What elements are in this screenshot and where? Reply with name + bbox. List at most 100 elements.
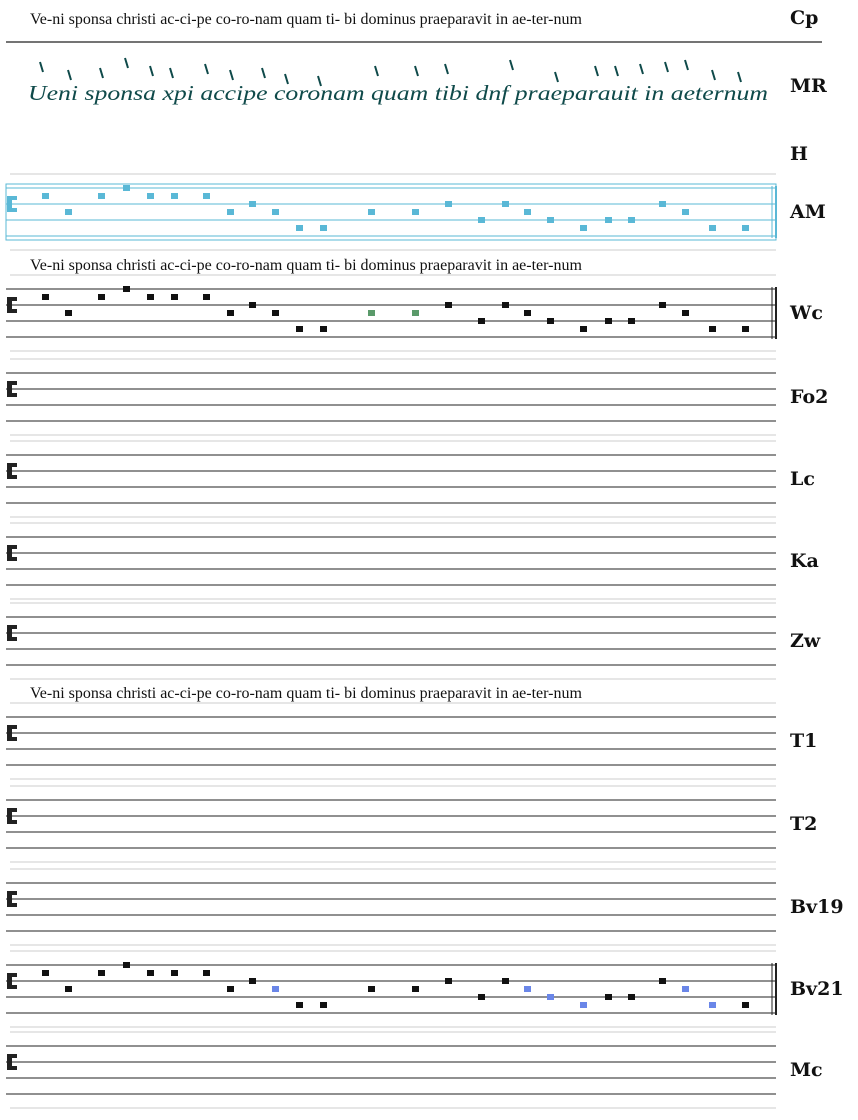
lyrics: Ve-ni sponsa christi ac-ci-pe co-ro-nam …	[30, 685, 582, 702]
neume	[39, 61, 44, 73]
note	[478, 994, 485, 1000]
note	[682, 310, 689, 316]
note	[605, 217, 612, 223]
neume	[684, 59, 689, 71]
note	[320, 1002, 327, 1008]
clef	[7, 545, 12, 561]
clef	[7, 557, 17, 561]
clef	[7, 891, 17, 895]
note	[42, 294, 49, 300]
note	[682, 986, 689, 992]
clef	[7, 725, 12, 741]
note	[605, 994, 612, 1000]
neume	[374, 65, 379, 77]
neume	[444, 63, 449, 75]
neume	[639, 63, 644, 75]
note	[659, 201, 666, 207]
clef	[7, 808, 17, 812]
source-label: Zw	[790, 630, 821, 652]
note	[502, 201, 509, 207]
note	[65, 209, 72, 215]
note	[368, 209, 375, 215]
neume	[261, 67, 266, 79]
note	[742, 1002, 749, 1008]
clef	[7, 196, 12, 212]
clef	[7, 475, 17, 479]
note	[249, 302, 256, 308]
note	[203, 193, 210, 199]
note	[628, 318, 635, 324]
note	[547, 217, 554, 223]
note	[547, 318, 554, 324]
note	[272, 986, 279, 992]
clef	[7, 737, 17, 741]
note	[502, 302, 509, 308]
neume	[149, 65, 154, 77]
note	[147, 193, 154, 199]
note	[171, 970, 178, 976]
source-label: T1	[790, 730, 817, 752]
neume	[414, 65, 419, 77]
clef	[7, 393, 17, 397]
clef	[7, 985, 17, 989]
neume	[169, 67, 174, 79]
source-label: Bv19	[790, 896, 844, 918]
clef	[7, 1054, 17, 1058]
clef	[7, 625, 17, 629]
note	[147, 970, 154, 976]
clef	[7, 891, 12, 907]
note	[580, 1002, 587, 1008]
neume	[614, 65, 619, 77]
note	[123, 185, 130, 191]
note	[502, 978, 509, 984]
note	[368, 986, 375, 992]
note	[203, 294, 210, 300]
note	[605, 318, 612, 324]
note	[580, 225, 587, 231]
note	[171, 193, 178, 199]
neume	[711, 69, 716, 81]
note	[659, 302, 666, 308]
neume	[229, 69, 234, 81]
note	[412, 310, 419, 316]
note	[445, 978, 452, 984]
note	[628, 217, 635, 223]
note	[580, 326, 587, 332]
note	[524, 310, 531, 316]
neume	[99, 67, 104, 79]
neume	[204, 63, 209, 75]
clef	[7, 808, 12, 824]
note	[42, 970, 49, 976]
note	[296, 225, 303, 231]
note	[368, 310, 375, 316]
note	[249, 201, 256, 207]
note	[412, 209, 419, 215]
note	[296, 326, 303, 332]
clef	[7, 545, 17, 549]
note	[98, 193, 105, 199]
note	[742, 225, 749, 231]
clef	[7, 297, 17, 301]
clef	[7, 463, 12, 479]
note	[445, 201, 452, 207]
note	[98, 970, 105, 976]
note	[709, 1002, 716, 1008]
note	[123, 962, 130, 968]
note	[709, 225, 716, 231]
source-label: Cp	[790, 7, 818, 29]
source-label: Bv21	[790, 978, 844, 1000]
note	[524, 209, 531, 215]
note	[709, 326, 716, 332]
note	[478, 318, 485, 324]
neume	[67, 69, 72, 81]
lyrics: Ve-ni sponsa christi ac-ci-pe co-ro-nam …	[30, 11, 582, 28]
source-label: Ka	[790, 550, 819, 572]
note	[42, 193, 49, 199]
note	[65, 310, 72, 316]
note	[147, 294, 154, 300]
note	[478, 217, 485, 223]
clef	[7, 637, 17, 641]
neume	[317, 75, 322, 87]
clef	[7, 820, 17, 824]
note	[524, 986, 531, 992]
